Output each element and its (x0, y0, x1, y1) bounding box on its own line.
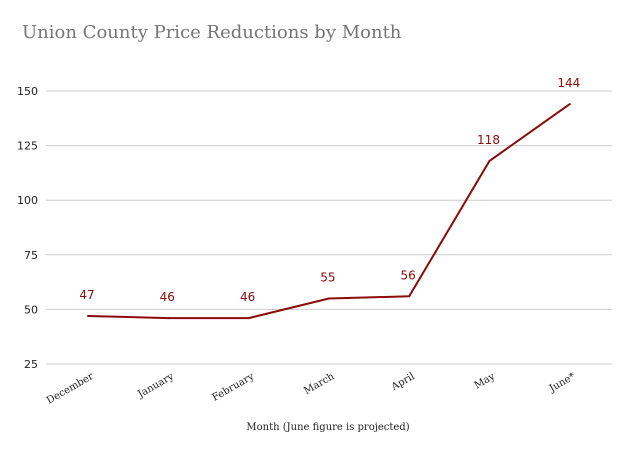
y-axis-ticks: 25 50 75 100 125 150 (17, 85, 38, 371)
series-group (87, 103, 571, 320)
data-point (87, 314, 89, 317)
data-label: 46 (240, 290, 255, 304)
data-label: 55 (320, 270, 335, 284)
x-axis-title: Month (June figure is projected) (246, 422, 409, 433)
data-labels: 47 46 46 55 56 118 144 (79, 76, 580, 304)
x-tick-label: February (210, 371, 256, 404)
x-tick-label: June* (547, 371, 577, 395)
x-tick-label: May (473, 371, 498, 392)
y-tick-label: 100 (17, 194, 38, 207)
y-tick-label: 50 (24, 303, 38, 316)
chart-title: Union County Price Reductions by Month (22, 22, 402, 43)
x-tick-label: March (302, 371, 337, 397)
y-tick-label: 125 (17, 140, 38, 153)
y-tick-label: 25 (24, 358, 38, 371)
x-tick-label: December (45, 371, 96, 407)
data-label: 144 (557, 76, 580, 90)
y-tick-label: 75 (24, 249, 38, 262)
data-label: 46 (160, 290, 175, 304)
data-label: 47 (79, 288, 94, 302)
data-point (327, 297, 330, 300)
data-point (167, 317, 170, 320)
x-axis-ticks: December January February March April May June… (45, 371, 577, 407)
data-point (408, 295, 411, 298)
x-tick-label: January (135, 371, 176, 401)
data-point (568, 103, 571, 106)
data-point (247, 317, 250, 320)
data-label: 118 (477, 133, 500, 147)
gridlines (46, 90, 612, 365)
x-tick-label: April (389, 371, 417, 393)
y-tick-label: 150 (17, 85, 38, 98)
data-point (488, 159, 491, 162)
data-label: 56 (401, 268, 416, 282)
